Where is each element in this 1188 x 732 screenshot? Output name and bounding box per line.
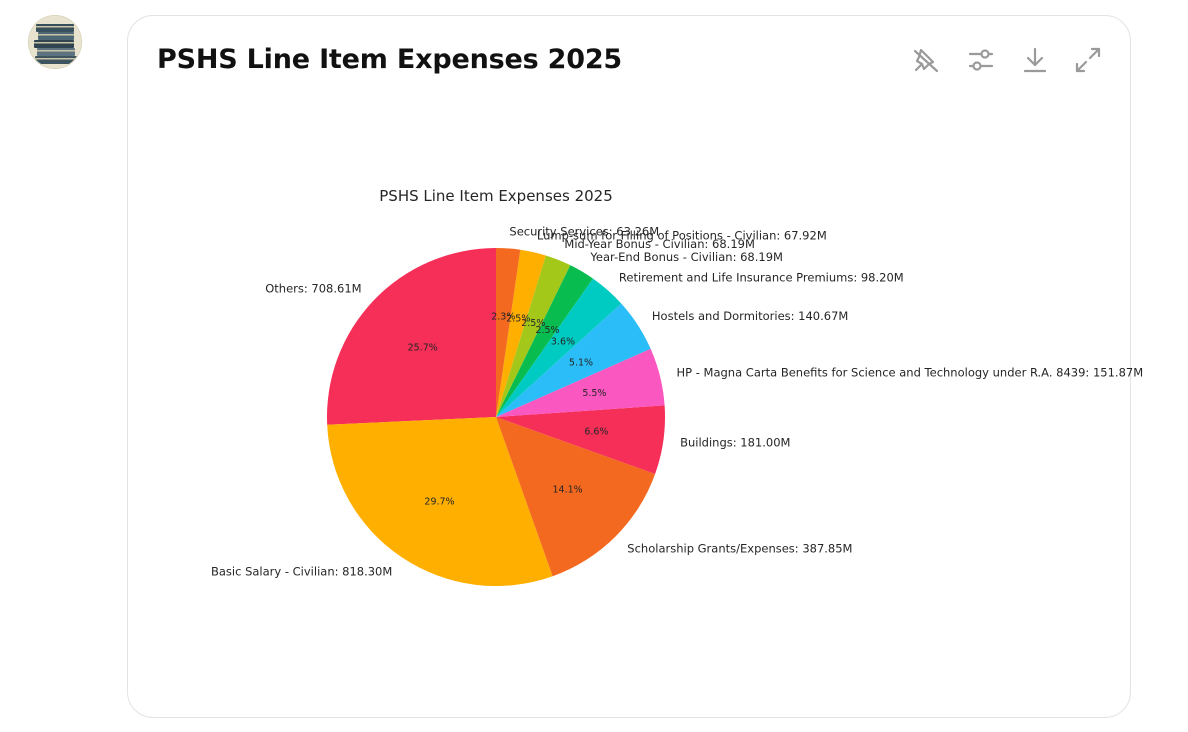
slice-percent-label: 2.3%	[491, 311, 515, 322]
slice-label: Scholarship Grants/Expenses: 387.85M	[627, 542, 852, 556]
slice-label: Retirement and Life Insurance Premiums: …	[619, 271, 904, 285]
pie-slice[interactable]	[496, 405, 666, 474]
expand-button[interactable]	[1070, 42, 1106, 78]
pie-slice[interactable]	[496, 249, 546, 417]
book-stack-icon	[29, 16, 81, 68]
slice-label: Others: 708.61M	[265, 282, 361, 296]
download-button[interactable]	[1017, 42, 1053, 78]
card-title: PSHS Line Item Expenses 2025	[157, 44, 622, 75]
pie-slice[interactable]	[327, 248, 496, 425]
slice-label: Year-End Bonus - Civilian: 68.19M	[589, 250, 783, 264]
slice-percent-label: 29.7%	[424, 497, 454, 508]
pie-slice[interactable]	[496, 348, 665, 417]
slice-label: HP - Magna Carta Benefits for Science an…	[677, 365, 1144, 379]
pie-slice[interactable]	[327, 417, 553, 587]
avatar[interactable]	[28, 15, 82, 69]
filter-button[interactable]	[963, 42, 999, 78]
pie-slice[interactable]	[496, 278, 622, 417]
expand-icon	[1075, 47, 1101, 73]
pie-slice[interactable]	[496, 255, 571, 417]
chart-title: PSHS Line Item Expenses 2025	[379, 187, 613, 205]
slice-percent-label: 3.6%	[551, 336, 575, 347]
slice-percent-label: 5.1%	[569, 357, 593, 368]
sliders-icon	[968, 49, 994, 71]
slice-label: Security Services: 63.26M	[509, 225, 659, 239]
slice-percent-label: 2.5%	[521, 318, 545, 329]
slice-percent-label: 25.7%	[408, 343, 438, 354]
download-icon	[1023, 47, 1047, 73]
slice-label: Hostels and Dormitories: 140.67M	[652, 309, 848, 323]
slice-label: Mid-Year Bonus - Civilian: 68.19M	[564, 237, 755, 251]
slice-label: Buildings: 181.00M	[680, 436, 790, 450]
slice-percent-label: 5.5%	[582, 388, 606, 399]
slice-percent-label: 2.5%	[535, 325, 559, 336]
pie-slice[interactable]	[496, 248, 521, 417]
pin-off-icon	[913, 48, 939, 73]
slice-label: Lump-sum for Filling of Positions - Civi…	[537, 229, 827, 243]
pin-off-button[interactable]	[908, 42, 944, 78]
slice-percent-label: 6.6%	[584, 426, 608, 437]
slice-label: Basic Salary - Civilian: 818.30M	[211, 564, 392, 578]
slice-percent-label: 2.5%	[506, 314, 530, 325]
pie-slice[interactable]	[496, 265, 593, 417]
slice-percent-label: 14.1%	[553, 484, 583, 495]
pie-slice[interactable]	[496, 417, 656, 577]
pie-slice[interactable]	[496, 303, 651, 418]
